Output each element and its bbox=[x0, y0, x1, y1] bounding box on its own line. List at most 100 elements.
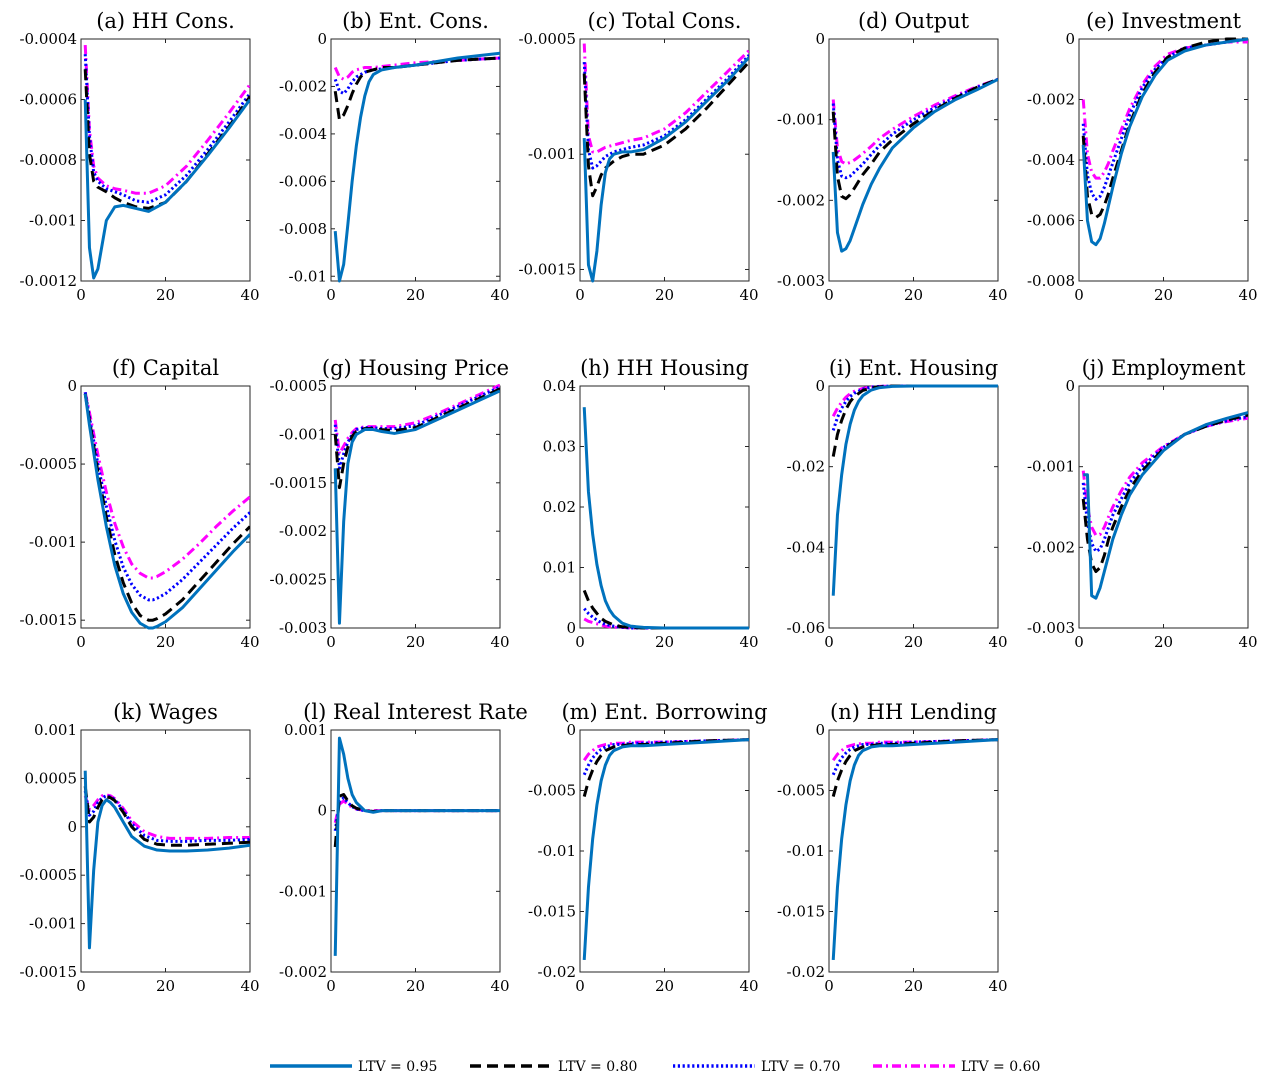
x-tick-label: 40 bbox=[988, 286, 1007, 304]
x-tick-label: 40 bbox=[739, 977, 758, 995]
y-tick-label: -0.006 bbox=[279, 172, 327, 190]
x-tick-label: 40 bbox=[240, 286, 259, 304]
x-tick-label: 0 bbox=[1074, 286, 1084, 304]
y-tick-label: 0.04 bbox=[543, 377, 576, 395]
series-line-ltv-0-70 bbox=[83, 54, 250, 204]
y-tick-label: -0.001 bbox=[1027, 458, 1075, 476]
panel-title: (c) Total Cons. bbox=[588, 9, 742, 33]
series-line-ltv-0-95 bbox=[83, 98, 250, 280]
y-tick-label: 0 bbox=[1065, 30, 1075, 48]
y-tick-label: -0.004 bbox=[279, 125, 327, 143]
axes-box bbox=[579, 385, 750, 629]
series-line-ltv-0-80 bbox=[1081, 413, 1248, 574]
legend-label: LTV = 0.70 bbox=[761, 1059, 840, 1075]
series-line-ltv-0-60 bbox=[831, 77, 998, 166]
series-line-ltv-0-70 bbox=[582, 738, 749, 776]
panel-title: (n) HH Lending bbox=[830, 700, 997, 724]
panel-title: (k) Wages bbox=[113, 700, 218, 724]
series-line-ltv-0-80 bbox=[83, 69, 250, 210]
series-line-ltv-0-80 bbox=[83, 393, 250, 622]
y-tick-label: -0.0004 bbox=[19, 30, 77, 48]
x-tick-label: 0 bbox=[76, 286, 86, 304]
x-tick-label: 0 bbox=[824, 977, 834, 995]
y-tick-label: -0.015 bbox=[528, 903, 576, 921]
y-tick-label: 0.001 bbox=[34, 721, 77, 739]
x-tick-label: 20 bbox=[655, 633, 674, 651]
legend-label: LTV = 0.95 bbox=[358, 1059, 437, 1075]
y-tick-label: -0.0015 bbox=[518, 260, 576, 278]
series-line-ltv-0-70 bbox=[831, 738, 998, 776]
x-tick-label: 0 bbox=[824, 633, 834, 651]
y-tick-label: -0.001 bbox=[528, 145, 576, 163]
series-line-ltv-0-80 bbox=[582, 589, 749, 630]
x-tick-label: 20 bbox=[904, 977, 923, 995]
x-tick-label: 40 bbox=[1238, 286, 1257, 304]
x-tick-label: 40 bbox=[988, 633, 1007, 651]
y-tick-label: -0.002 bbox=[1027, 91, 1075, 109]
y-tick-label: -0.002 bbox=[279, 77, 327, 95]
y-tick-label: -0.004 bbox=[1027, 151, 1075, 169]
y-tick-label: -0.001 bbox=[29, 533, 77, 551]
y-tick-label: -0.015 bbox=[777, 903, 825, 921]
y-tick-label: 0 bbox=[317, 30, 327, 48]
y-tick-label: 0.01 bbox=[543, 559, 576, 577]
series-line-ltv-0-70 bbox=[1081, 37, 1248, 201]
axes-box bbox=[330, 38, 501, 282]
y-tick-label: -0.01 bbox=[289, 267, 327, 285]
y-tick-label: -0.0015 bbox=[269, 474, 327, 492]
y-tick-label: -0.0025 bbox=[269, 571, 327, 589]
x-tick-label: 0 bbox=[76, 633, 86, 651]
series-line-ltv-0-80 bbox=[333, 793, 500, 848]
panel-title: (i) Ent. Housing bbox=[829, 356, 998, 380]
x-tick-label: 20 bbox=[904, 286, 923, 304]
y-tick-label: -0.0005 bbox=[19, 455, 77, 473]
y-tick-label: -0.006 bbox=[1027, 212, 1075, 230]
panel-wages: (k) Wages 0.001 0.0005 0 -0.0005 -0.001 -0.001… bbox=[19, 700, 259, 995]
axes-box bbox=[579, 729, 750, 973]
legend-item-ltv-0-80: LTV = 0.80 bbox=[470, 1059, 637, 1075]
x-tick-label: 0 bbox=[575, 633, 585, 651]
y-tick-label: -0.02 bbox=[787, 963, 825, 981]
axes-box bbox=[1078, 38, 1249, 282]
panel-title: (j) Employment bbox=[1082, 356, 1246, 380]
y-tick-label: -0.002 bbox=[279, 522, 327, 540]
x-tick-label: 40 bbox=[490, 633, 509, 651]
series-line-ltv-0-95 bbox=[83, 770, 250, 950]
legend: LTV = 0.95 LTV = 0.80 LTV = 0.70 LTV = 0.60 bbox=[270, 1059, 1040, 1075]
series-line-ltv-0-95 bbox=[333, 389, 500, 625]
x-tick-label: 20 bbox=[904, 633, 923, 651]
series-line-ltv-0-95 bbox=[831, 77, 998, 253]
series-line-ltv-0-95 bbox=[333, 736, 500, 956]
axes-box bbox=[828, 385, 999, 629]
series-line-ltv-0-80 bbox=[582, 61, 749, 198]
y-tick-label: -0.0005 bbox=[518, 30, 576, 48]
series-line-ltv-0-80 bbox=[83, 785, 250, 847]
y-tick-label: -0.0015 bbox=[19, 611, 77, 629]
axes-box bbox=[80, 38, 251, 282]
y-tick-label: -0.0008 bbox=[19, 151, 77, 169]
y-tick-label: -0.002 bbox=[777, 191, 825, 209]
series-line-ltv-0-60 bbox=[83, 391, 250, 580]
x-tick-label: 0 bbox=[326, 977, 336, 995]
x-tick-label: 0 bbox=[575, 977, 585, 995]
y-tick-label: -0.0005 bbox=[269, 377, 327, 395]
y-tick-label: 0 bbox=[67, 377, 77, 395]
y-tick-label: -0.02 bbox=[787, 458, 825, 476]
x-tick-label: 0 bbox=[76, 977, 86, 995]
series-line-ltv-0-80 bbox=[333, 56, 500, 122]
panel-title: (f) Capital bbox=[112, 356, 220, 380]
series-line-ltv-0-70 bbox=[583, 607, 749, 630]
x-tick-label: 40 bbox=[988, 977, 1007, 995]
y-tick-label: 0 bbox=[566, 721, 576, 739]
y-tick-label: -0.005 bbox=[528, 782, 576, 800]
series-line-ltv-0-70 bbox=[83, 391, 250, 602]
panel-title: (b) Ent. Cons. bbox=[342, 9, 489, 33]
series-line-ltv-0-95 bbox=[582, 407, 749, 630]
panel-capital: (f) Capital 0 -0.0005 -0.001 -0.0015 0 20 40 bbox=[19, 356, 259, 651]
series-line-ltv-0-70 bbox=[1081, 415, 1248, 553]
